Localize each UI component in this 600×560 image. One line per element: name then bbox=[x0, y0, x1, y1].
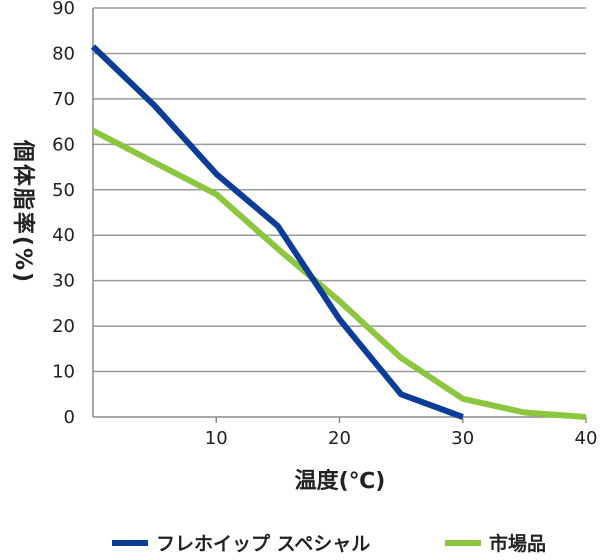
y-tick-label: 60 bbox=[52, 134, 75, 155]
y-tick-label: 20 bbox=[52, 316, 75, 337]
series-line-market-product bbox=[91, 128, 587, 420]
y-tick-label: 30 bbox=[52, 271, 75, 292]
y-tick-label: 70 bbox=[52, 89, 75, 110]
x-axis-label: 温度(℃) bbox=[295, 468, 386, 494]
series-lines bbox=[90, 44, 587, 420]
series-line-freewhip-special bbox=[90, 44, 464, 420]
grid-lines bbox=[93, 7, 586, 373]
y-tick-label: 40 bbox=[52, 225, 75, 246]
x-tick-label: 40 bbox=[575, 428, 598, 449]
y-tick-labels: 0 10 20 30 40 50 60 70 80 90 bbox=[52, 0, 75, 428]
y-tick-label: 50 bbox=[52, 180, 75, 201]
y-tick-label: 90 bbox=[52, 0, 75, 19]
y-tick-label: 10 bbox=[52, 362, 75, 383]
y-tick-label: 0 bbox=[64, 407, 75, 428]
x-tick-label: 10 bbox=[205, 428, 228, 449]
legend-label-freewhip: フレホイップ スペシャル bbox=[156, 532, 370, 555]
x-tick-labels: 10 20 30 40 bbox=[205, 428, 598, 449]
y-axis-label: 個体脂率(%) bbox=[10, 139, 36, 284]
x-tick-label: 30 bbox=[451, 428, 474, 449]
x-tick-label: 20 bbox=[328, 428, 351, 449]
y-tick-label: 80 bbox=[52, 43, 75, 64]
legend: フレホイップ スペシャル 市場品 bbox=[112, 532, 546, 555]
axes bbox=[92, 8, 587, 423]
legend-label-market: 市場品 bbox=[489, 532, 546, 555]
